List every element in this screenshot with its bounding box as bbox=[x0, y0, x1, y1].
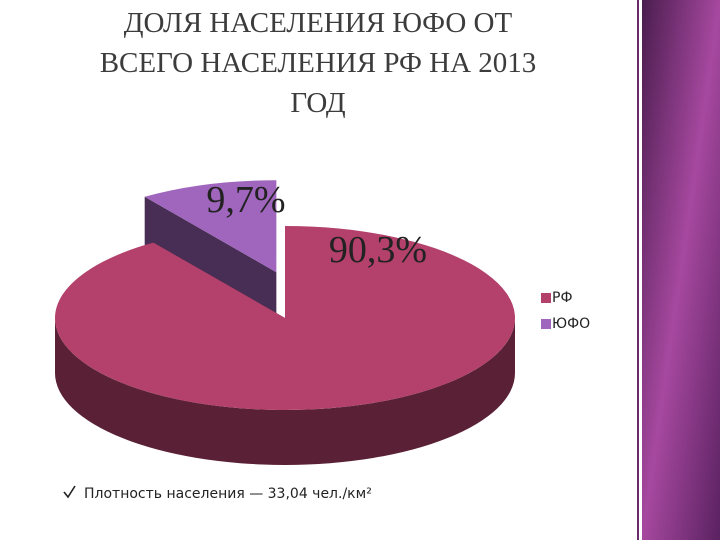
legend-swatch bbox=[541, 319, 551, 329]
value-label: 9,7% bbox=[206, 179, 285, 221]
slice bbox=[55, 226, 515, 410]
value-label: 90,3% bbox=[329, 229, 427, 271]
chart-title: ГОД bbox=[290, 87, 346, 119]
legend-label: ЮФО bbox=[552, 316, 590, 332]
chart-title: ВСЕГО НАСЕЛЕНИЯ РФ НА 2013 bbox=[100, 47, 537, 79]
legend-swatch bbox=[541, 293, 551, 303]
chart-title: ДОЛЯ НАСЕЛЕНИЯ ЮФО ОТ bbox=[124, 7, 513, 39]
slice bbox=[144, 180, 277, 273]
legend-label: РФ bbox=[552, 290, 573, 306]
bullet-check bbox=[63, 485, 76, 499]
note: Плотность населения — 33,04 чел./км² bbox=[84, 486, 372, 502]
side-band bbox=[642, 0, 720, 540]
slice-side bbox=[55, 318, 515, 465]
